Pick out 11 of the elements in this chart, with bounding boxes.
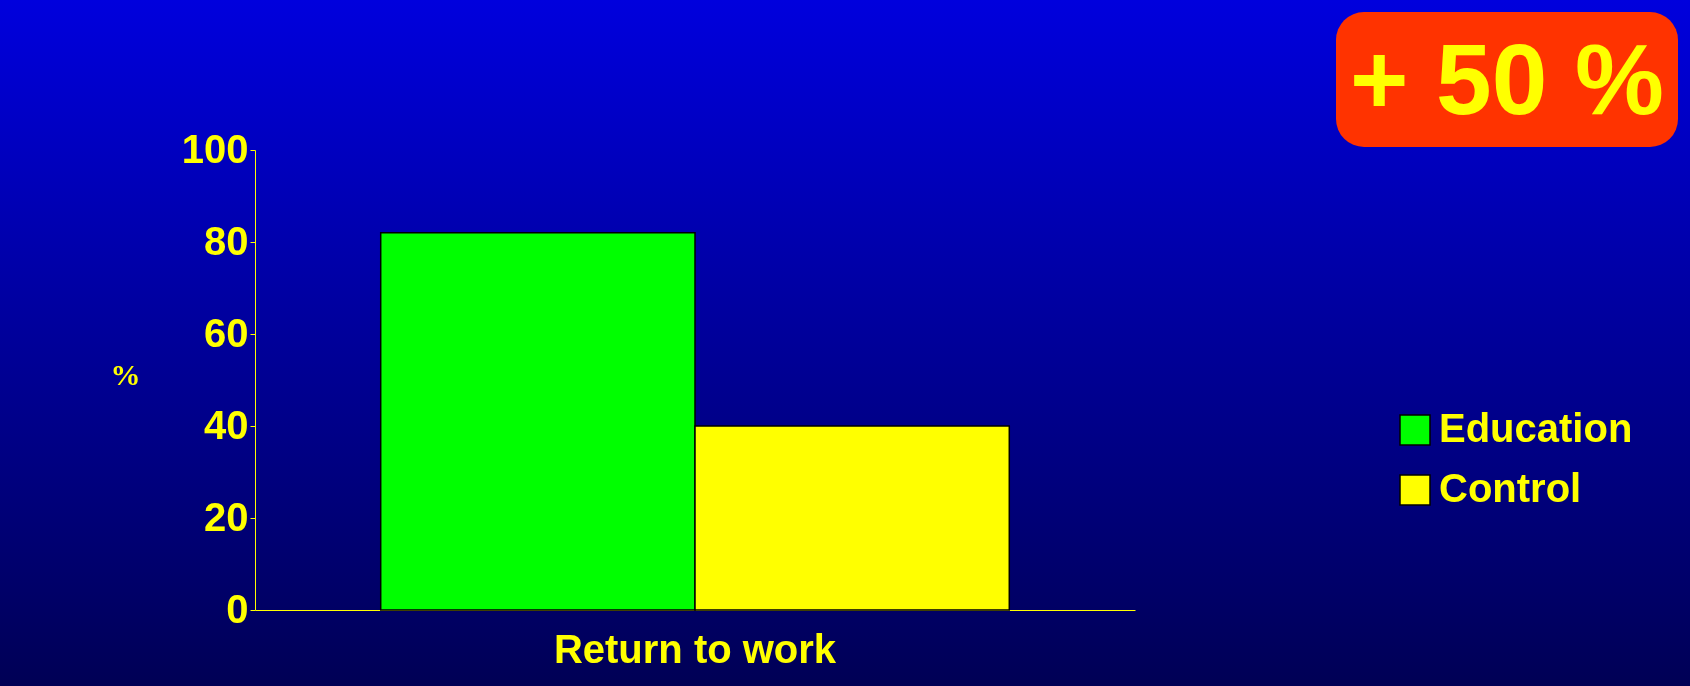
x-tick-label: Return to work [553,626,837,671]
y-tick-label: 60 [204,310,249,355]
y-tick-label: 80 [204,218,249,263]
y-tick-label: 100 [181,126,249,171]
y-tick-label: 40 [204,402,249,447]
y-tick-label: 0 [226,586,249,631]
y-axis-title: % [110,357,141,391]
legend-label: Control [1439,466,1582,510]
y-tick-label: 20 [204,494,249,539]
legend-label: Education [1439,406,1633,450]
text: + 50 % [1335,12,1678,147]
